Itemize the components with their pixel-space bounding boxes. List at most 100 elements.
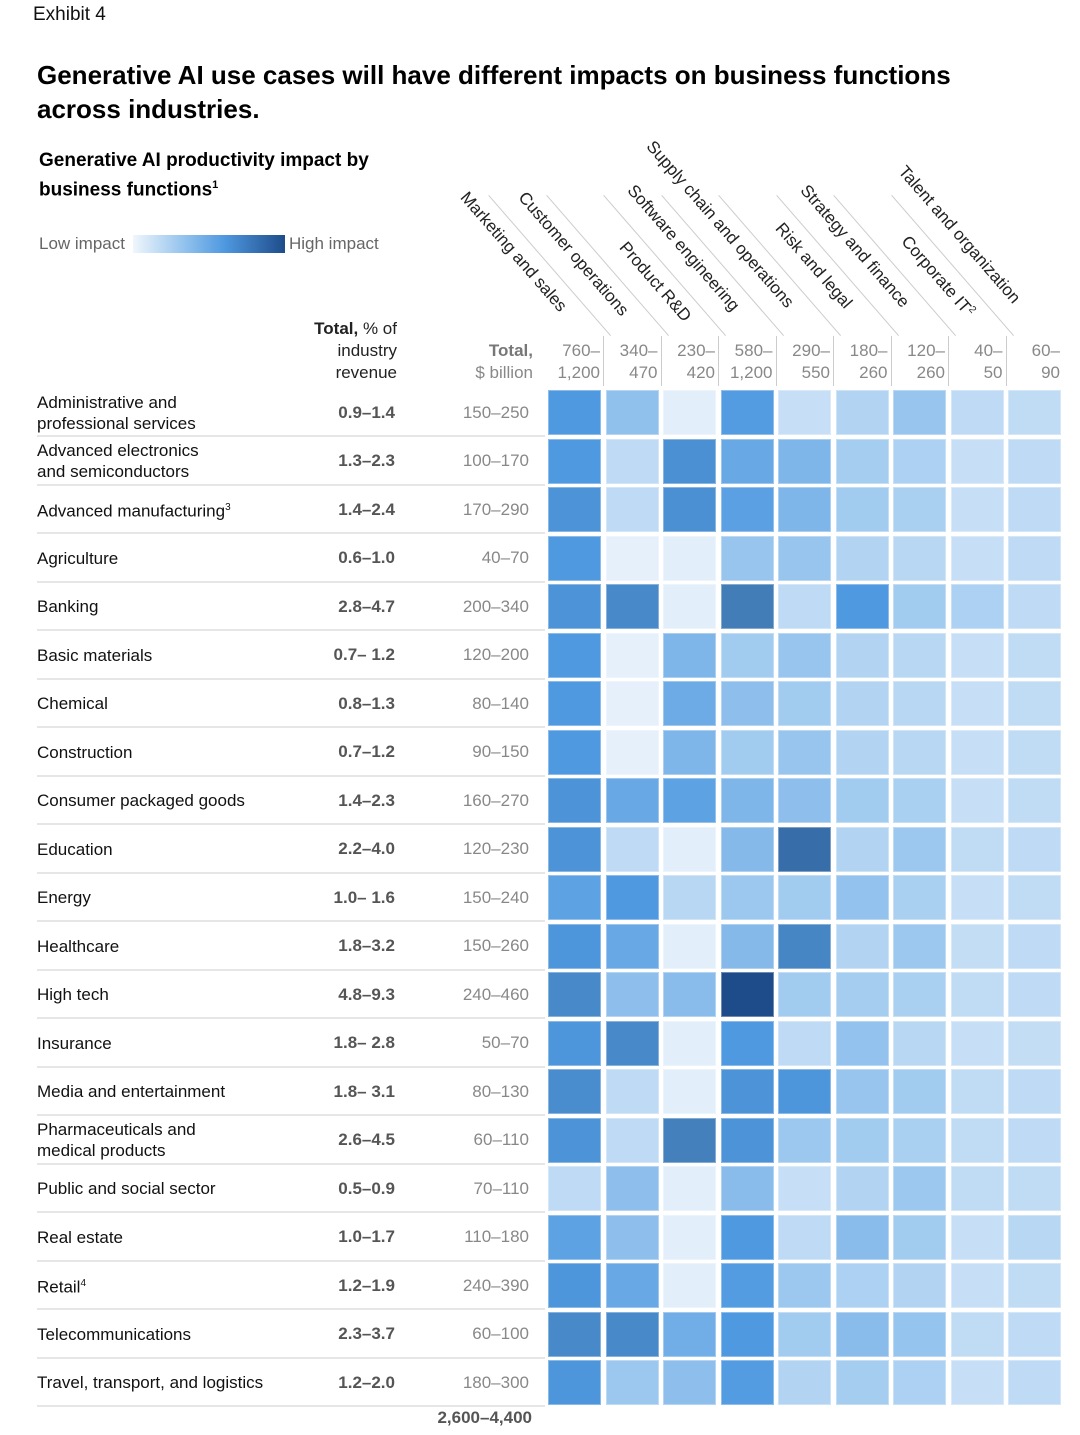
industry-name-line: Banking xyxy=(37,597,99,616)
heatmap-cell xyxy=(605,535,659,581)
heatmap-cell xyxy=(778,1117,831,1163)
industry-name-line: Travel, transport, and logistics xyxy=(37,1373,264,1392)
heatmap-cell xyxy=(548,1117,601,1163)
pct-revenue-value: 0.7– 1.2 xyxy=(333,645,395,664)
industry-row: Energy 1.0– 1.6 150–240 xyxy=(37,874,545,922)
industry-row: Chemical 0.8–1.3 80–140 xyxy=(37,680,545,728)
function-total: 290– 550 xyxy=(776,340,830,384)
industry-name: Telecommunications xyxy=(37,1311,297,1358)
total-billion-value: 170–290 xyxy=(462,499,529,519)
function-total-high: 550 xyxy=(801,363,830,382)
pct-revenue-value: 1.8– 3.1 xyxy=(333,1081,395,1101)
industry-name: Banking xyxy=(37,583,297,630)
function-total: 120– 260 xyxy=(891,340,945,384)
total-billion-value: 110–180 xyxy=(464,1227,529,1246)
pct-revenue-value: 0.8–1.3 xyxy=(338,693,395,713)
heatmap-cell xyxy=(605,923,659,969)
heatmap-cell xyxy=(778,1166,831,1211)
total-billion-value: 80–130 xyxy=(472,1081,529,1101)
industry-row: Pharmaceuticals and medical products 2.6–4… xyxy=(37,1117,545,1165)
heatmap-cell xyxy=(605,972,659,1017)
industry-name-line: High tech xyxy=(37,985,109,1004)
legend-high-label: High impact xyxy=(288,234,379,253)
heatmap-cell xyxy=(1008,584,1061,629)
industry-name-line: Advanced electronics xyxy=(37,441,199,460)
industry-name-line: Advanced manufacturing xyxy=(37,501,226,521)
heatmap-cell xyxy=(605,1263,659,1308)
total-billion-value: 120–200 xyxy=(462,645,529,664)
legend-gradient-bar xyxy=(132,235,285,253)
function-total-low: 180– xyxy=(849,341,888,360)
function-total: 180– 260 xyxy=(834,340,888,384)
heatmap-cell xyxy=(835,729,889,775)
industry-footnote: 4 xyxy=(80,1278,87,1290)
column-divider xyxy=(833,336,834,386)
pct-revenue-value: 0.7–1.2 xyxy=(338,742,395,761)
pct-header-line2: industry xyxy=(337,341,397,360)
heatmap-cell xyxy=(720,1360,774,1405)
heatmap-cell xyxy=(663,681,716,726)
billion-header: Total, $ billion xyxy=(420,340,533,384)
heatmap-cell xyxy=(605,438,659,484)
pct-revenue-value: 1.4–2.4 xyxy=(338,499,395,519)
heatmap-cell xyxy=(663,778,716,823)
total-billion-value: 80–140 xyxy=(472,693,529,713)
function-name: Marketing and sales xyxy=(456,187,572,315)
heatmap-cell xyxy=(663,1311,716,1357)
heatmap-cell xyxy=(950,1020,1004,1066)
industry-row: Retail4 1.2–1.9 240–390 xyxy=(37,1262,545,1310)
subtitle-text: Generative AI productivity impact by bus… xyxy=(39,150,369,201)
heatmap-cell xyxy=(663,826,716,872)
heatmap-cell xyxy=(548,632,601,678)
industry-name: Healthcare xyxy=(37,923,297,970)
heatmap-cell xyxy=(893,535,946,581)
industry-row: Advanced electronics and semiconductors 1.… xyxy=(37,438,545,486)
heatmap-cell xyxy=(950,681,1004,726)
function-total-high: 260 xyxy=(859,363,888,382)
industry-name: Insurance xyxy=(37,1020,297,1067)
heatmap-cell xyxy=(778,778,831,823)
heatmap-cell xyxy=(663,972,716,1017)
function-total-low: 120– xyxy=(907,341,945,360)
function-total: 40– 50 xyxy=(949,340,1002,384)
heatmap-cell xyxy=(605,1117,659,1163)
industry-name: Agriculture xyxy=(37,535,297,582)
pct-revenue-value: 0.5–0.9 xyxy=(338,1178,395,1198)
total-billion-value: 40–70 xyxy=(481,548,529,567)
industry-row: Administrative and professional services 0… xyxy=(37,389,545,437)
heatmap-cell xyxy=(893,584,946,629)
heatmap-cell xyxy=(1008,972,1061,1017)
industry-row: Banking 2.8–4.7 200–340 xyxy=(37,583,545,631)
heatmap-cell xyxy=(1008,438,1061,484)
industry-row: Travel, transport, and logistics 1.2–2.0 1… xyxy=(37,1359,545,1407)
industry-name: Chemical xyxy=(37,680,297,727)
heatmap-cell xyxy=(893,438,946,484)
heatmap-cell xyxy=(950,632,1004,678)
heatmap-cell xyxy=(778,826,831,872)
heatmap-cell xyxy=(663,875,716,920)
heatmap-cell xyxy=(605,487,659,532)
heatmap-cell xyxy=(548,681,601,726)
industry-name-line: and semiconductors xyxy=(37,462,190,481)
heatmap-cell xyxy=(548,438,601,484)
row-divider xyxy=(37,1308,545,1310)
industry-name-line: medical products xyxy=(37,1141,166,1160)
heatmap-cell xyxy=(548,1263,601,1308)
heatmap-cell xyxy=(720,438,774,484)
heatmap-cell xyxy=(605,390,659,435)
heatmap-cell xyxy=(950,438,1004,484)
function-total: 60– 90 xyxy=(1006,340,1060,384)
heatmap-cell xyxy=(950,584,1004,629)
pct-revenue-value: 1.3–2.3 xyxy=(338,451,395,470)
industry-name-line: Basic materials xyxy=(37,645,153,665)
heatmap-cell xyxy=(778,1214,831,1260)
heatmap-cell xyxy=(778,1263,831,1308)
heatmap-cell xyxy=(1008,729,1061,775)
heatmap-cell xyxy=(893,1360,946,1405)
industry-name: Advanced manufacturing3 xyxy=(37,486,297,533)
heatmap-cell xyxy=(663,1214,716,1260)
total-billion-value: 240–460 xyxy=(462,984,529,1004)
total-billion-value: 160–270 xyxy=(462,790,529,810)
function-total-high: 90 xyxy=(1041,363,1060,382)
industry-name-line: professional services xyxy=(37,413,196,433)
